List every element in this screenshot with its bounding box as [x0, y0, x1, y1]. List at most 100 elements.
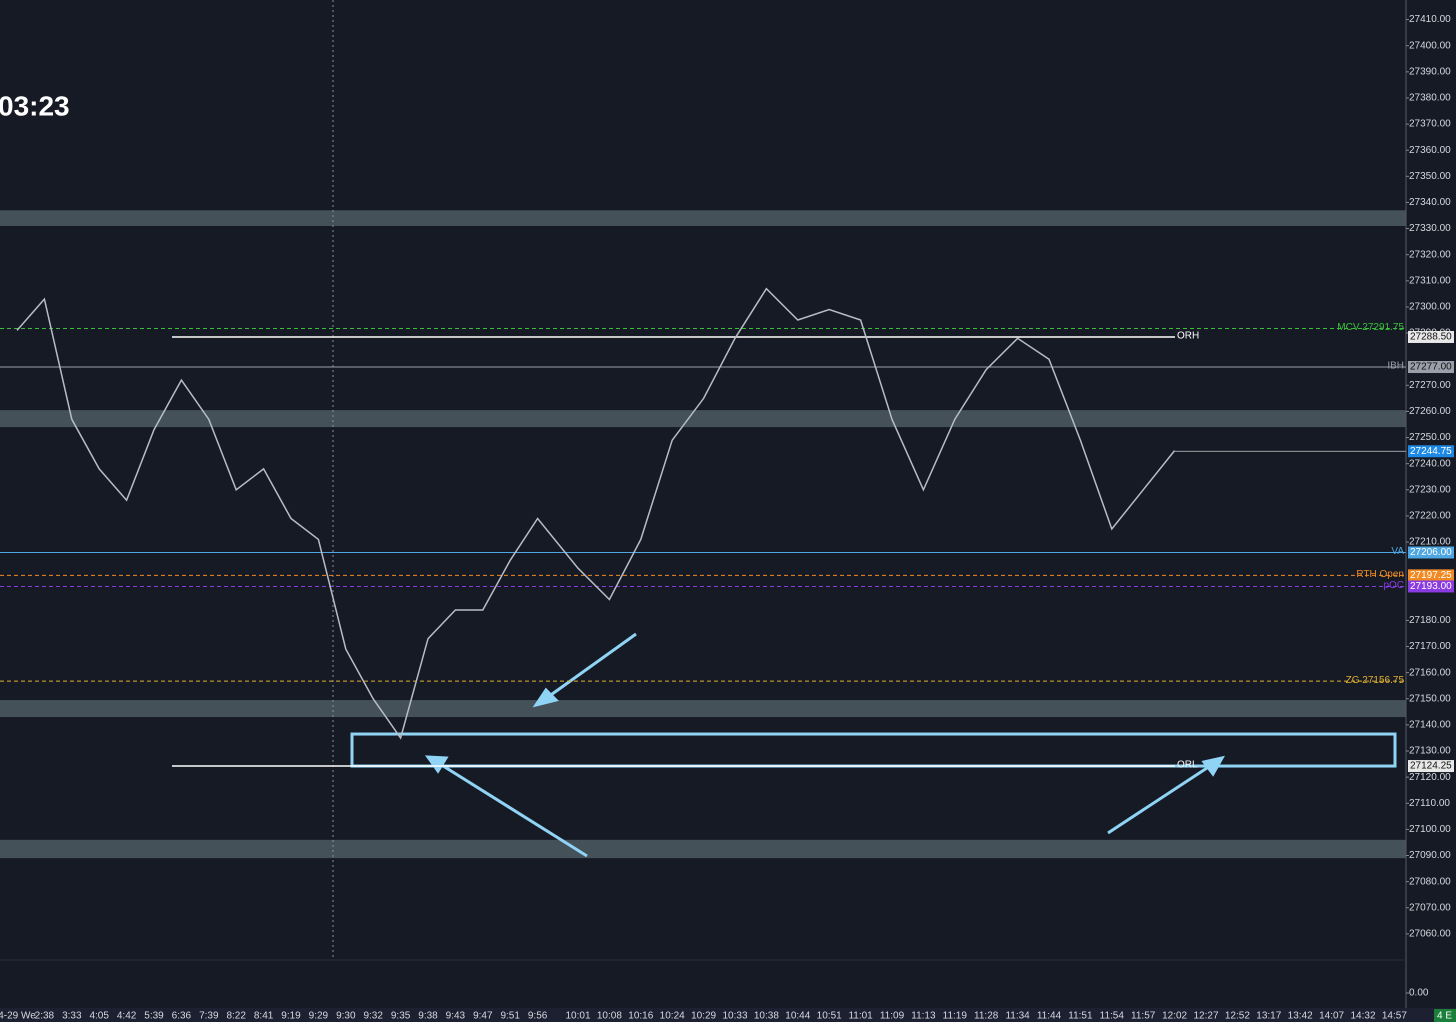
y-tick-label: 27130.00 [1409, 746, 1451, 757]
y-tick-label: 27120.00 [1409, 772, 1451, 783]
arrow-head [532, 687, 559, 708]
price-tag-bg [1408, 546, 1454, 559]
x-tick-label: 10:38 [754, 1011, 779, 1022]
y-tick-label: 27160.00 [1409, 667, 1451, 678]
y-tick-label: 27350.00 [1409, 171, 1451, 182]
y-tick-label: 27270.00 [1409, 380, 1451, 391]
y-tick-label: 27310.00 [1409, 275, 1451, 286]
x-tick-label: 9:43 [446, 1011, 466, 1022]
zone [0, 700, 1406, 718]
level-label: pOC [1383, 580, 1404, 591]
y-tick-label: 27260.00 [1409, 406, 1451, 417]
x-tick-label: 11:28 [974, 1011, 999, 1022]
price-line [16, 287, 1176, 740]
x-tick-label: 10:29 [691, 1011, 716, 1022]
y-tick-label: 27320.00 [1409, 249, 1451, 260]
x-tick-label: 13:17 [1256, 1011, 1281, 1022]
x-tick-label: 9:29 [309, 1011, 329, 1022]
level-label: IBH [1387, 361, 1404, 372]
y-tick-label: 27360.00 [1409, 145, 1451, 156]
price-tag-bg [1408, 445, 1454, 458]
level-label: RTH Open [1356, 569, 1404, 580]
x-tick-label: 8:41 [254, 1011, 274, 1022]
y-tick-label: 27170.00 [1409, 641, 1451, 652]
zone [0, 839, 1406, 859]
price-tag: 27244.75 [1410, 446, 1452, 457]
price-tag-bg [1408, 330, 1454, 343]
x-tick-label: 11:51 [1068, 1011, 1093, 1022]
x-tick-label: 4-29 We [0, 1011, 36, 1022]
y-tick-label: 27140.00 [1409, 720, 1451, 731]
x-tick-label: 10:33 [722, 1011, 747, 1022]
price-tag: 27197.25 [1410, 570, 1452, 581]
level-label: ORL [1177, 760, 1198, 771]
x-tick-label: 10:51 [817, 1011, 842, 1022]
price-tag: 27277.00 [1410, 362, 1452, 373]
x-tick-label: 11:09 [880, 1011, 905, 1022]
y-tick-label: 27210.00 [1409, 537, 1451, 548]
y-tick-label: 27080.00 [1409, 876, 1451, 887]
x-tick-label: 11:44 [1037, 1011, 1062, 1022]
price-tag: 27193.00 [1410, 581, 1452, 592]
y-tick-label: 27300.00 [1409, 302, 1451, 313]
price-tag-bg [1408, 569, 1454, 582]
x-tick-label: 10:01 [565, 1011, 590, 1022]
level-label: ZG 27156.75 [1346, 675, 1405, 686]
x-tick-label: 13:42 [1288, 1011, 1313, 1022]
x-tick-label: 9:35 [391, 1011, 411, 1022]
x-tick-label: 4:42 [117, 1011, 137, 1022]
price-tag-bg [1408, 760, 1454, 773]
timer: 03:23 [0, 90, 70, 121]
x-tick-label: 11:13 [911, 1011, 936, 1022]
y-tick-label: 27390.00 [1409, 66, 1451, 77]
x-tick-label: 9:38 [418, 1011, 438, 1022]
x-tick-label: 2:38 [35, 1011, 55, 1022]
corner-tag: 4 E [1437, 1011, 1452, 1022]
x-tick-label: 10:16 [628, 1011, 653, 1022]
x-tick-label: 9:56 [528, 1011, 548, 1022]
price-tag-bg [1408, 580, 1454, 593]
price-tag: 27288.50 [1410, 332, 1452, 343]
price-tag: 27206.00 [1410, 547, 1452, 558]
arrow [547, 632, 637, 699]
x-tick-label: 14:57 [1382, 1011, 1407, 1022]
y-tick-label: 27220.00 [1409, 511, 1451, 522]
y-tick-label: 27180.00 [1409, 615, 1451, 626]
time-axis-bg [0, 1008, 1456, 1022]
x-tick-label: 7:39 [199, 1011, 219, 1022]
level-label: ORH [1177, 331, 1199, 342]
x-tick-label: 9:47 [473, 1011, 493, 1022]
y-tick-label: 27090.00 [1409, 850, 1451, 861]
x-tick-label: 9:30 [336, 1011, 356, 1022]
zone [0, 410, 1406, 428]
x-tick-label: 9:51 [500, 1011, 520, 1022]
y-tick-label: 27250.00 [1409, 432, 1451, 443]
y-tick-label: 27330.00 [1409, 223, 1451, 234]
x-tick-label: 11:01 [848, 1011, 873, 1022]
x-tick-label: 12:52 [1225, 1011, 1250, 1022]
x-tick-label: 14:32 [1350, 1011, 1375, 1022]
level-label: VA [1391, 546, 1404, 557]
y-tick-label: 27410.00 [1409, 14, 1451, 25]
price-tag: 27124.25 [1410, 761, 1452, 772]
price-tag-bg [1408, 361, 1454, 374]
x-tick-label: 11:19 [943, 1011, 968, 1022]
x-tick-label: 11:54 [1100, 1011, 1125, 1022]
y-tick-label: 27340.00 [1409, 197, 1451, 208]
x-tick-label: 12:02 [1162, 1011, 1187, 1022]
y-tick-label: 27150.00 [1409, 693, 1451, 704]
y-tick-label: 27400.00 [1409, 40, 1451, 51]
x-tick-label: 11:34 [1005, 1011, 1030, 1022]
y-tick-label: 27060.00 [1409, 929, 1451, 940]
x-tick-label: 11:57 [1131, 1011, 1156, 1022]
zone [0, 210, 1406, 226]
y-tick-label: 27100.00 [1409, 824, 1451, 835]
x-tick-label: 9:19 [281, 1011, 301, 1022]
arrow [439, 762, 588, 858]
level-label: MCV 27291.75 [1337, 322, 1404, 333]
x-tick-label: 3:33 [62, 1011, 82, 1022]
x-tick-label: 9:32 [363, 1011, 383, 1022]
x-tick-label: 8:22 [226, 1011, 246, 1022]
